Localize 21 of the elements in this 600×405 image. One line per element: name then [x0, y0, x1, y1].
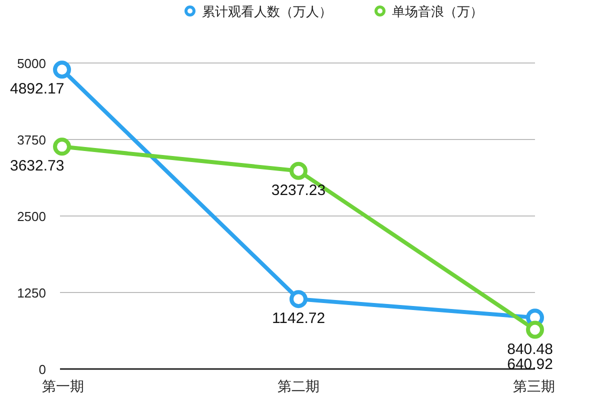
y-tick-label: 0 — [38, 362, 46, 377]
point — [53, 138, 71, 156]
point — [290, 290, 308, 308]
data-label: 3632.73 — [10, 158, 64, 175]
data-label: 3237.23 — [271, 182, 326, 199]
data-label: 640.92 — [507, 356, 553, 373]
point — [526, 320, 544, 339]
data-label: 4892.17 — [10, 80, 64, 98]
y-tick-label: 2500 — [17, 209, 46, 224]
y-tick-label: 1250 — [17, 286, 46, 300]
legend-label: 单场音浪（万） — [392, 4, 483, 19]
x-tick-label: 第一期 — [42, 378, 84, 394]
y-tick-label: 5000 — [17, 56, 46, 71]
data-label: 1142.72 — [272, 310, 326, 328]
y-tick-label: 3750 — [17, 132, 46, 148]
legend-label: 累计观看人数（万人） — [202, 4, 332, 19]
point — [290, 162, 308, 180]
x-tick-label: 第二期 — [278, 378, 320, 394]
point — [53, 60, 71, 79]
x-tick-label: 第三期 — [513, 378, 555, 394]
data-label: 840.48 — [507, 340, 553, 358]
